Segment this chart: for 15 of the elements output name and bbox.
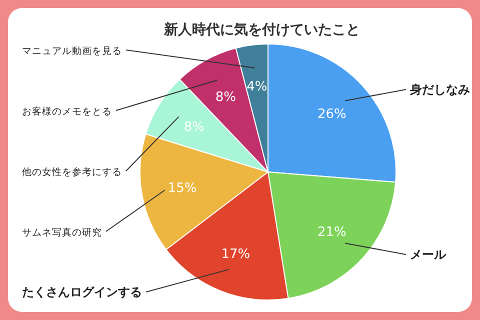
slice-label: メール xyxy=(410,248,447,262)
chart-title: 新人時代に気を付けていたこと xyxy=(163,21,360,38)
data-label: 26% xyxy=(317,106,346,122)
data-label: 15% xyxy=(168,181,197,196)
data-label: 4% xyxy=(246,80,268,95)
slice-label: たくさんログインする xyxy=(22,285,142,299)
slice-label: 身だしなみ xyxy=(409,82,470,96)
slice-label: お客様のメモをとる xyxy=(22,106,112,118)
slice-label: 他の女性を参考にする xyxy=(22,166,122,178)
data-label: 8% xyxy=(184,120,204,136)
slice-label: マニュアル動画を見る xyxy=(22,46,122,57)
data-label: 8% xyxy=(215,90,236,105)
slice-label: サムネ写真の研究 xyxy=(22,226,102,238)
data-label: 17% xyxy=(221,246,250,262)
data-label: 21% xyxy=(317,225,346,240)
